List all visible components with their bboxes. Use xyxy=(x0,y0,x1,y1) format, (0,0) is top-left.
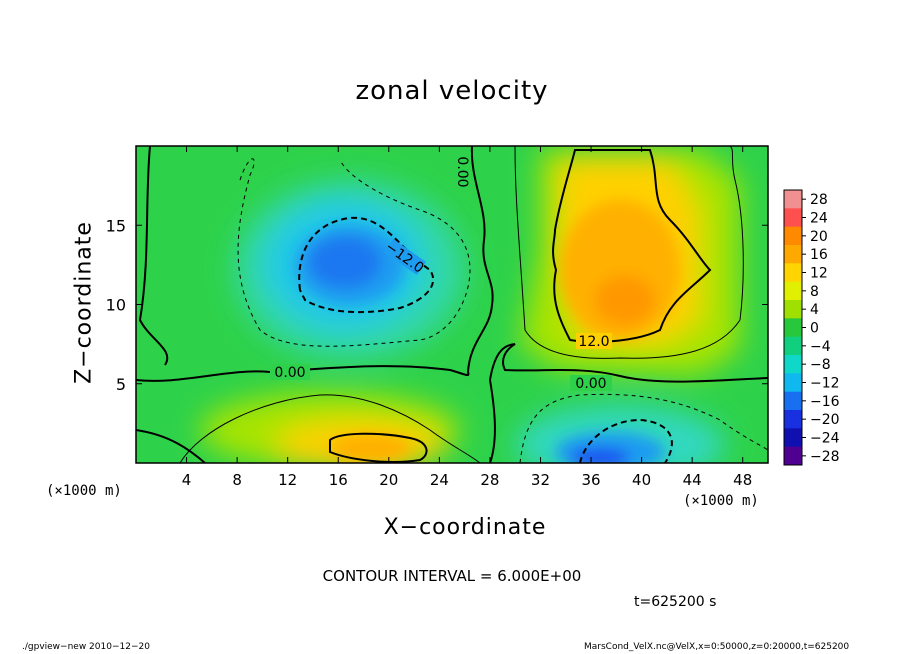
x-tick-label: 44 xyxy=(683,471,702,489)
x-tick-label: 16 xyxy=(329,471,348,489)
colorbar-tick-label: −16 xyxy=(810,394,840,410)
contour-label: 12.0 xyxy=(578,334,609,350)
colorbar-swatch xyxy=(784,208,802,228)
colorbar-tick-label: 28 xyxy=(810,192,828,208)
x-tick-label: 28 xyxy=(480,471,499,489)
colorbar-tick-label: −4 xyxy=(810,339,831,355)
colorbar-swatch xyxy=(784,355,802,374)
colorbar-swatch xyxy=(784,190,802,209)
colorbar-swatch xyxy=(784,300,802,319)
x-tick-label: 32 xyxy=(531,471,550,489)
colorbar-tick-label: 16 xyxy=(810,247,828,263)
colorbar-tick-label: −8 xyxy=(810,357,831,373)
colorbar-tick-label: −24 xyxy=(810,431,840,447)
x-axis: 4 8 12 16 20 24 28 32 36 40 44 48 xyxy=(182,146,752,489)
x-tick-label: 40 xyxy=(632,471,651,489)
colorbar-tick-label: −20 xyxy=(810,412,840,428)
x-tick-label: 4 xyxy=(182,471,192,489)
x-unit-right: (×1000 m) xyxy=(683,493,759,509)
x-tick-label: 12 xyxy=(278,471,297,489)
colorbar-tick-label: −12 xyxy=(810,376,840,392)
colorbar-tick-label: 8 xyxy=(810,284,819,300)
colorbar-swatch xyxy=(784,336,802,356)
x-unit-left: (×1000 m) xyxy=(46,483,122,499)
contour-interval: CONTOUR INTERVAL = 6.000E+00 xyxy=(322,567,582,585)
colorbar-swatch xyxy=(784,318,802,338)
time-stamp: t=625200 s xyxy=(634,594,717,610)
colorbar-swatch xyxy=(784,373,802,393)
colorbar-swatch xyxy=(784,263,802,283)
colorbar-tick-label: 12 xyxy=(810,266,828,282)
colorbar-swatch xyxy=(784,226,802,246)
colorbar-swatch xyxy=(784,245,802,264)
y-axis: 5 10 15 xyxy=(106,216,768,394)
x-tick-label: 20 xyxy=(379,471,398,489)
y-axis-label: Z−coordinate xyxy=(71,221,97,384)
footer-left: ./gpview−new 2010−12−20 xyxy=(22,642,150,652)
contour-label: 0.00 xyxy=(274,365,305,381)
colorbar-swatch xyxy=(784,410,802,429)
contour-label: 0.00 xyxy=(454,156,470,187)
y-tick-label: 5 xyxy=(116,375,126,394)
colorbar-swatch xyxy=(784,428,802,448)
colorbar-tick-label: 24 xyxy=(810,211,828,227)
x-axis-label: X−coordinate xyxy=(383,515,547,540)
colorbar-swatch xyxy=(784,391,802,411)
footer-right: MarsCond_VelX.nc@VelX,x=0:50000,z=0:2000… xyxy=(584,642,850,652)
colorbar-tick-label: 4 xyxy=(810,302,819,318)
x-tick-label: 36 xyxy=(581,471,600,489)
contour-label: 0.00 xyxy=(575,376,606,392)
colorbar: 28 24 20 16 12 8 4 0 −4 −8 −12 −16 −20 −24 −28 xyxy=(783,189,840,466)
colorbar-swatch xyxy=(784,281,802,301)
colorbar-tick-label: −28 xyxy=(810,449,840,465)
x-tick-label: 24 xyxy=(430,471,449,489)
y-tick-label: 15 xyxy=(106,216,126,235)
colorbar-tick-label: 0 xyxy=(810,321,819,337)
contour-lines xyxy=(136,146,768,463)
x-tick-label: 8 xyxy=(232,471,242,489)
colorbar-tick-label: 20 xyxy=(810,229,828,245)
colorbar-swatch xyxy=(784,446,802,466)
velocity-field xyxy=(136,146,768,463)
x-tick-label: 48 xyxy=(733,471,752,489)
chart-title: zonal velocity xyxy=(355,76,549,106)
y-tick-label: 10 xyxy=(106,296,126,315)
